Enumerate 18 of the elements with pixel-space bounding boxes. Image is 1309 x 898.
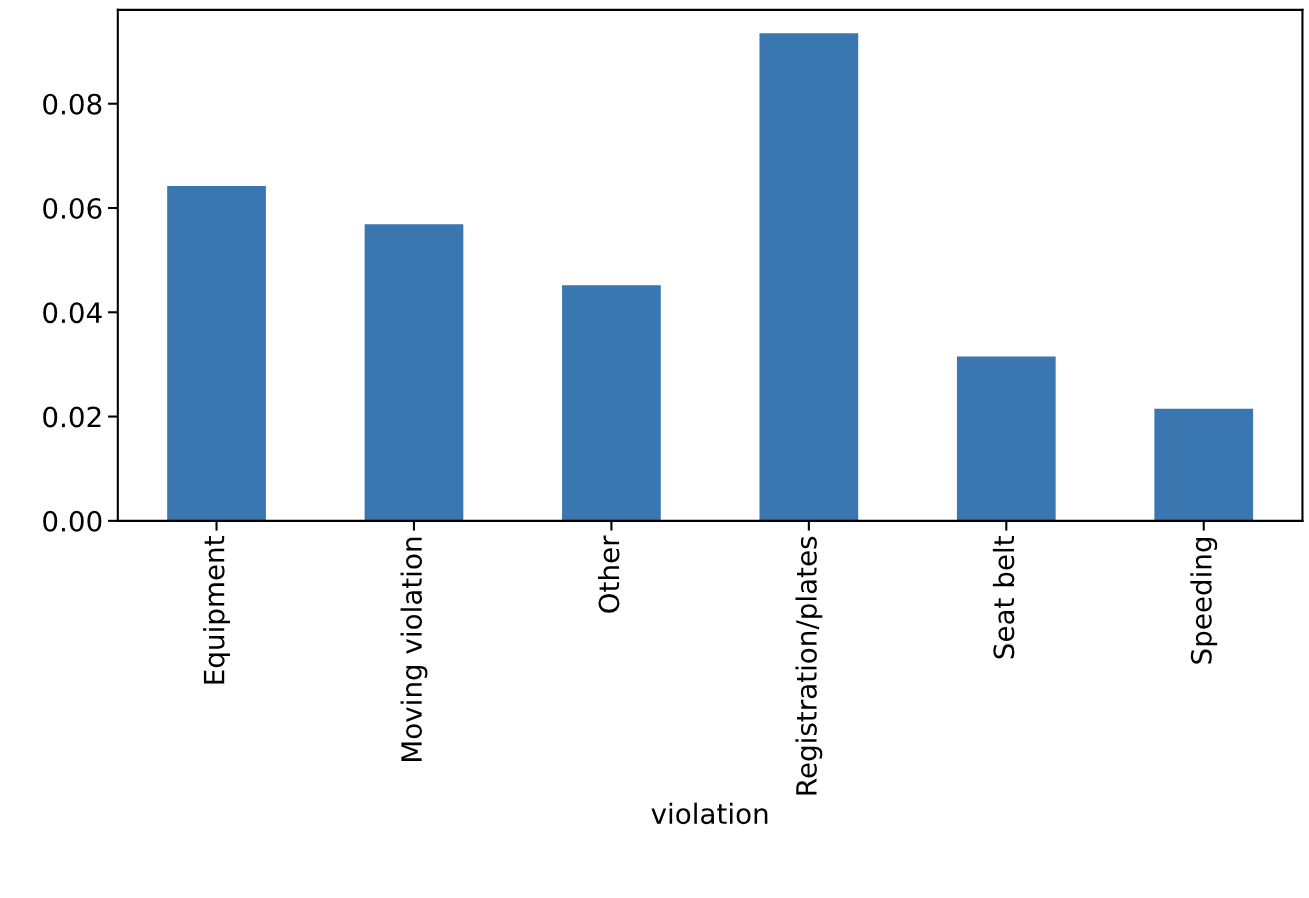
bar	[562, 285, 661, 521]
y-tick-label: 0.04	[43, 302, 102, 324]
bar	[167, 186, 266, 521]
x-tick-label: Speeding	[1190, 537, 1218, 664]
bar	[364, 224, 464, 521]
bar	[1154, 408, 1254, 521]
y-tick-label: 0.02	[43, 406, 101, 428]
y-tick-label: 0.00	[43, 510, 102, 532]
x-tick-label: Registration/plates	[795, 536, 823, 795]
x-axis-title: violation	[651, 802, 768, 825]
x-tick-label: Equipment	[203, 536, 230, 684]
x-tick-label: Other	[597, 535, 620, 613]
y-tick-label: 0.06	[43, 197, 102, 219]
x-tick-label: Seat belt	[992, 536, 1015, 659]
x-tick-label: Moving violation	[400, 537, 428, 761]
y-tick-label: 0.08	[43, 93, 102, 115]
bar	[759, 33, 859, 521]
bar	[956, 356, 1056, 521]
